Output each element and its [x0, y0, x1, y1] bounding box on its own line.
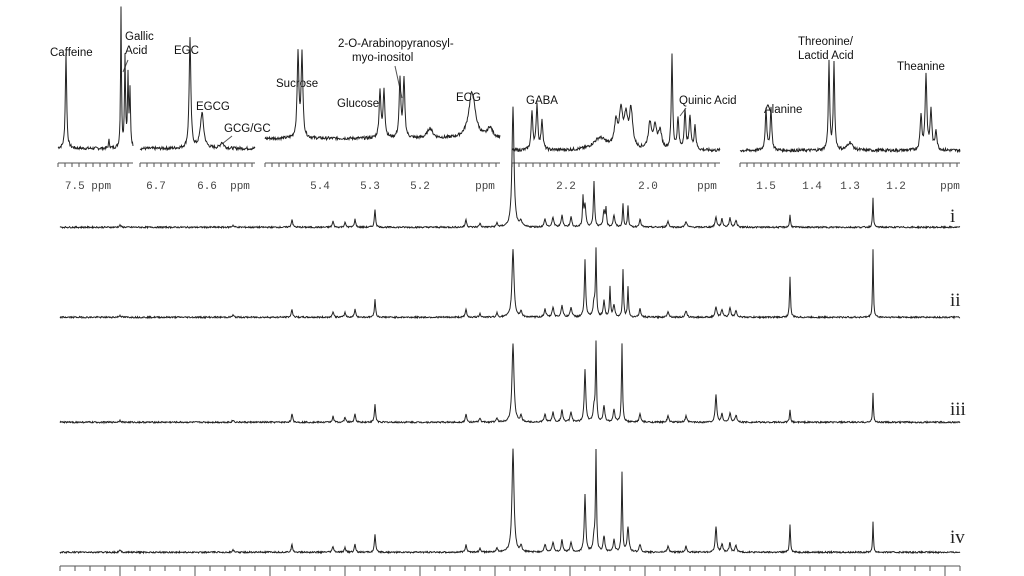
- peak-label: myo-inositol: [352, 52, 413, 64]
- inset-tick-label: 2.2: [556, 181, 576, 193]
- peak-labels: Caffeine Gallic Acid EGC EGCG GCG/GC Suc…: [50, 31, 945, 135]
- peak-label: Glucose: [337, 98, 379, 110]
- peak-label: 2-O-Arabinopyranosyl-: [338, 38, 454, 50]
- peak-label: Caffeine: [50, 47, 93, 59]
- inset-tick-label: ppm: [940, 181, 960, 193]
- spectrum-label: iv: [950, 527, 965, 548]
- spectrum-label: i: [950, 206, 955, 227]
- peak-label: Threonine/: [798, 36, 854, 48]
- peak-label: Quinic Acid: [679, 95, 737, 107]
- peak-label: Alanine: [764, 104, 802, 116]
- inset-tick-label: 1.5: [756, 181, 776, 193]
- inset-tick-label: 7.5 ppm: [65, 181, 112, 193]
- peak-label: Gallic: [125, 31, 154, 43]
- inset-tick-label: 5.3: [360, 181, 380, 193]
- peak-label: ECG: [456, 92, 481, 104]
- inset-tick-label: ppm: [230, 181, 250, 193]
- peak-label: GABA: [526, 95, 558, 107]
- inset-spectrum: [57, 6, 134, 152]
- inset-tick-label: 5.2: [410, 181, 430, 193]
- peak-label: Acid: [125, 45, 147, 57]
- peak-label: GCG/GC: [224, 123, 271, 135]
- spectrum-label: iii: [950, 399, 966, 420]
- spectrum-label: ii: [950, 290, 961, 311]
- inset-spectrum: [739, 59, 961, 154]
- inset-spectrum: [264, 49, 501, 142]
- inset-tick-label: 1.3: [840, 181, 860, 193]
- inset-tick-label: ppm: [475, 181, 495, 193]
- inset-spectrum: [139, 37, 256, 152]
- peak-label: EGCG: [196, 101, 230, 113]
- inset-tick-label: 2.0: [638, 181, 658, 193]
- spectrum: [59, 448, 961, 555]
- spectrum: [59, 340, 961, 425]
- inset-tick-label: ppm: [697, 181, 717, 193]
- inset-tick-label: 6.6: [197, 181, 217, 193]
- spectrum: [59, 106, 961, 230]
- leader: [221, 135, 233, 145]
- peak-label: EGC: [174, 45, 199, 57]
- inset-tick-label: 5.4: [310, 181, 330, 193]
- inset-spectrum: [511, 53, 721, 153]
- inset-tick-label: 6.7: [146, 181, 166, 193]
- peak-label: Theanine: [897, 61, 945, 73]
- inset-tick-label: 1.2: [886, 181, 906, 193]
- inset-tick-label: 1.4: [802, 181, 822, 193]
- spectrum: [59, 247, 961, 320]
- peak-label: Lactid Acid: [798, 50, 854, 62]
